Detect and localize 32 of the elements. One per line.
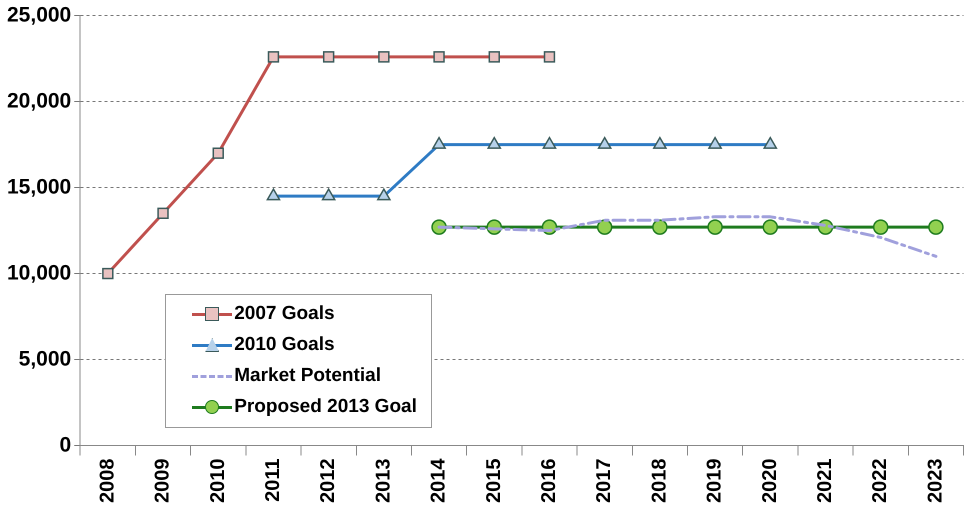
point <box>872 219 888 235</box>
y-tick-label: 20,000 <box>6 89 72 112</box>
x-tick-label: 2021 <box>814 458 836 504</box>
point <box>762 219 778 235</box>
x-tick-label: 2014 <box>428 458 450 504</box>
x-tick-label: 2015 <box>482 458 505 504</box>
x-tick-label: 2016 <box>538 458 560 504</box>
x-tick-label: 2013 <box>372 458 394 504</box>
y-tick-label: 25,000 <box>6 3 72 26</box>
legend-label: 2007 Goals <box>234 303 335 325</box>
y-tick-label: 15,000 <box>6 175 72 198</box>
x-tick-label: 2017 <box>593 458 616 504</box>
x-tick-label: 2023 <box>924 458 946 504</box>
point <box>596 219 612 235</box>
x-tick-label: 2018 <box>648 458 670 504</box>
y-tick-label: 0 <box>60 433 72 456</box>
point <box>652 219 668 235</box>
legend-label: Proposed 2013 Goal <box>234 396 417 418</box>
point <box>928 219 944 235</box>
x-tick-label: 2022 <box>869 458 892 504</box>
y-tick-label: 10,000 <box>6 261 72 284</box>
x-tick-label: 2019 <box>704 458 726 504</box>
x-tick-label: 2010 <box>206 458 229 504</box>
y-tick-label: 5,000 <box>18 347 72 370</box>
x-tick-label: 2011 <box>262 458 284 502</box>
legend-label: 2010 Goals <box>234 334 335 356</box>
point <box>707 219 723 235</box>
x-tick-label: 2008 <box>96 458 118 504</box>
x-tick-label: 2012 <box>317 458 340 504</box>
x-tick-label: 2020 <box>758 458 781 504</box>
x-tick-label: 2009 <box>152 458 174 504</box>
legend-label: Market Potential <box>234 365 381 387</box>
